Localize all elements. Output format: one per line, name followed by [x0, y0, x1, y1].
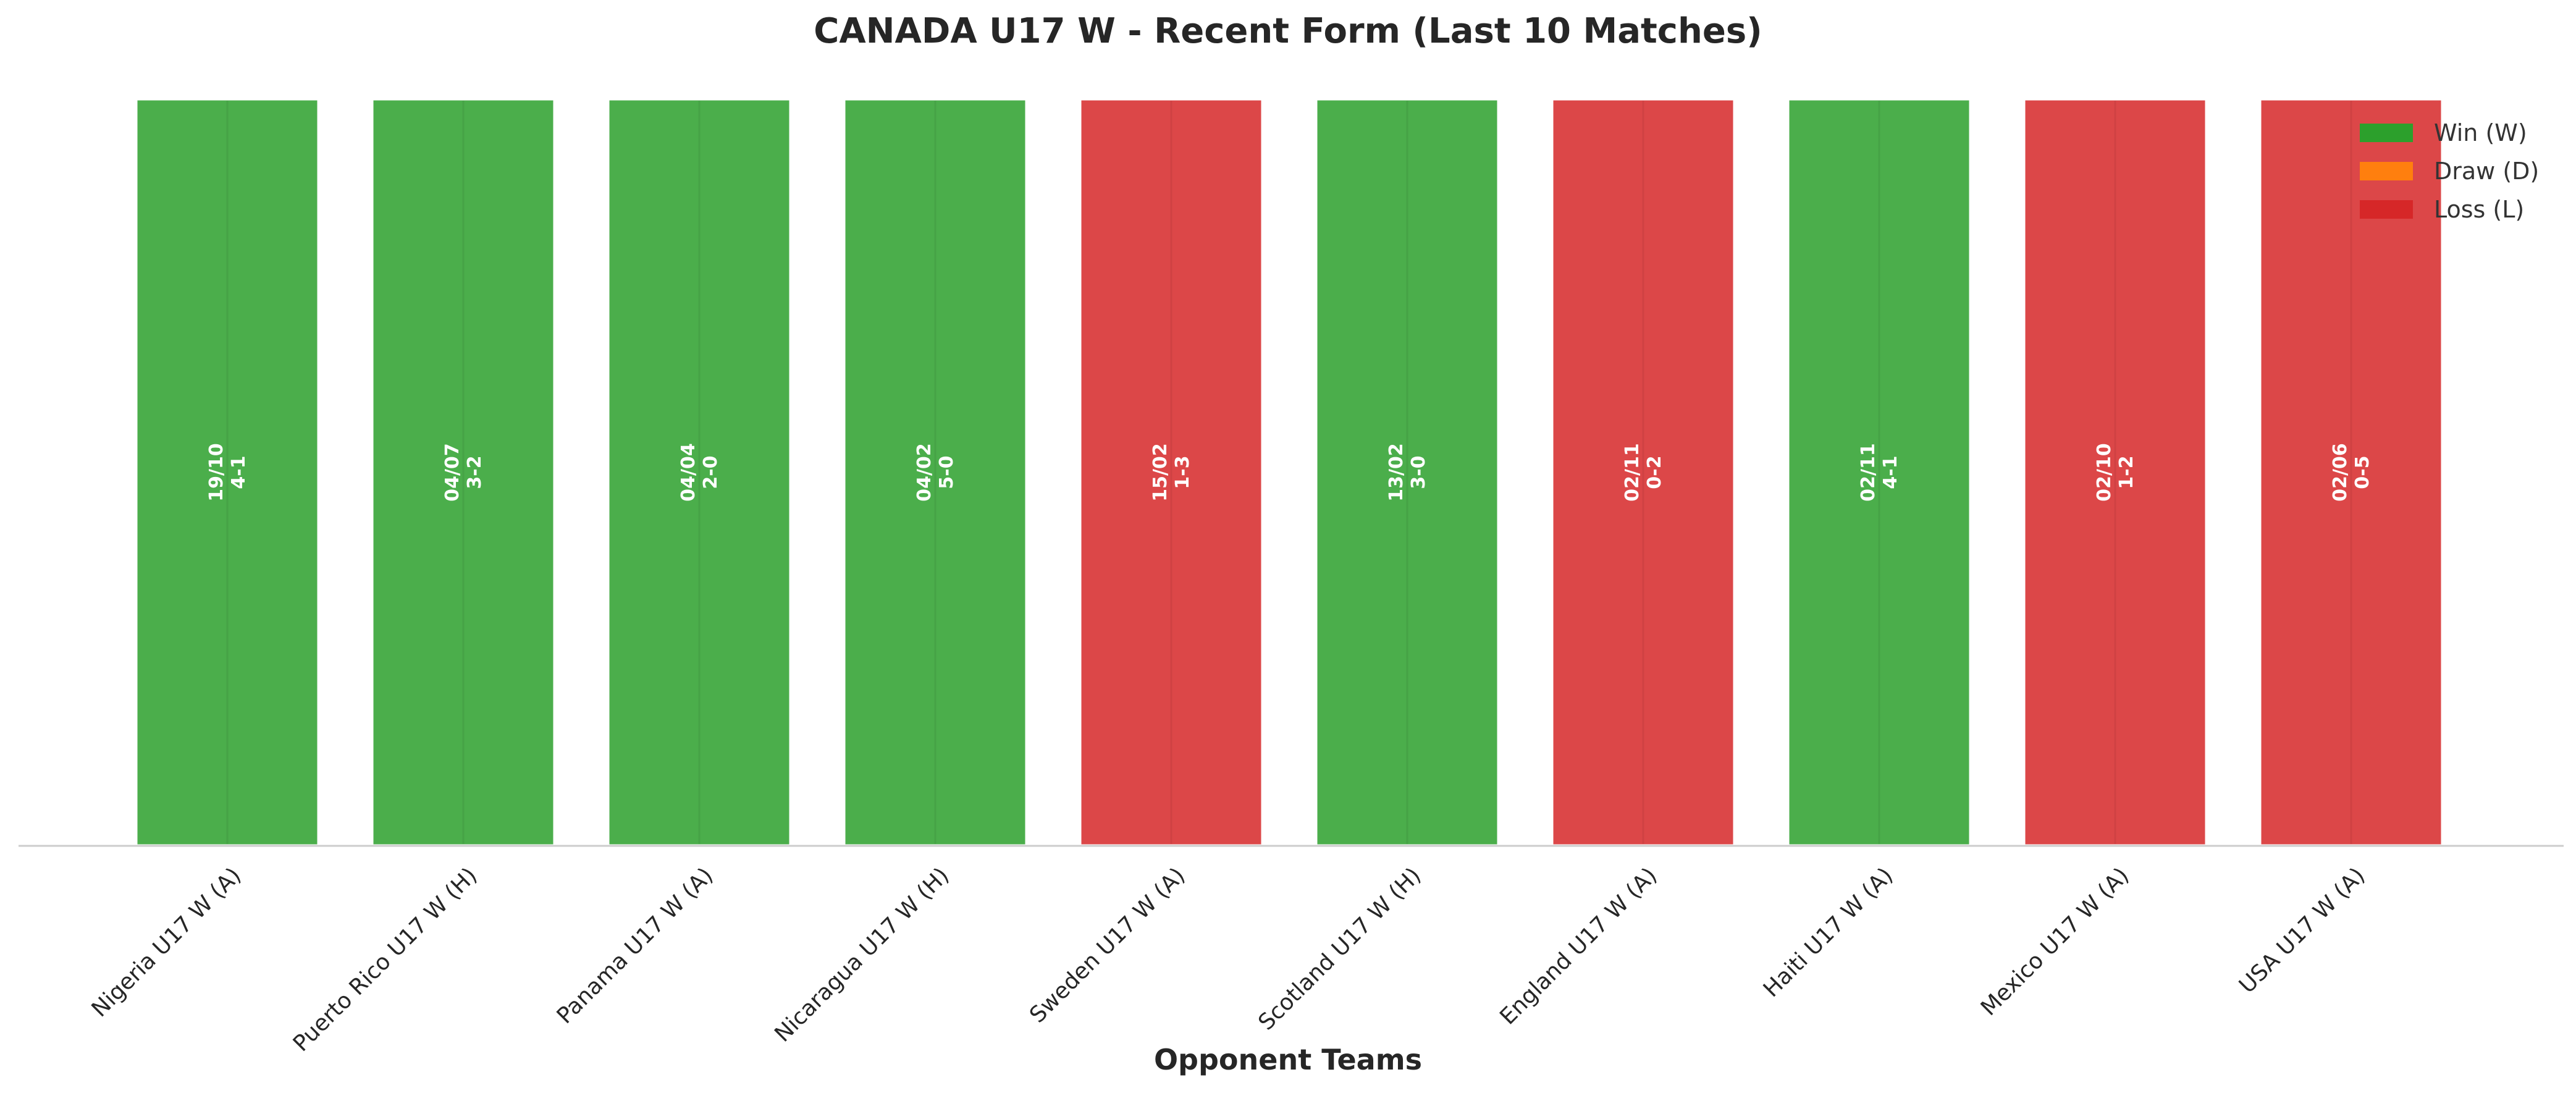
bar-score-7: 0-2: [1644, 455, 1665, 489]
legend-swatch-loss: [2360, 200, 2413, 219]
bar-6: [1314, 97, 1501, 848]
bar-date-1: 19/10: [206, 443, 227, 501]
legend-swatch-draw: [2360, 162, 2413, 180]
bar-8: [1786, 97, 1972, 848]
bar-date-6: 13/02: [1386, 443, 1407, 501]
x-tick-label-6: Scotland U17 W (H): [1253, 863, 1426, 1035]
x-tick-label-5: Sweden U17 W (A): [1025, 863, 1190, 1028]
bar-7: [1550, 97, 1736, 848]
bar-score-3: 2-0: [700, 455, 722, 489]
bar-date-9: 02/10: [2094, 443, 2115, 501]
bar-label-9: 02/101-2: [2094, 443, 2137, 501]
bar-1: [134, 97, 321, 848]
bar-label-2: 04/073-2: [442, 443, 486, 501]
bar-label-10: 02/060-5: [2330, 443, 2373, 501]
bar-score-2: 3-2: [464, 455, 486, 489]
bar-5: [1078, 97, 1265, 848]
bar-label-7: 02/110-2: [1622, 443, 1665, 501]
x-tick-label-3: Panama U17 W (A): [552, 863, 718, 1029]
bar-label-3: 04/042-0: [678, 443, 722, 501]
bar-date-10: 02/06: [2330, 443, 2351, 501]
x-tick-label-1: Nigeria U17 W (A): [87, 863, 246, 1022]
bar-3: [606, 97, 793, 848]
bar-label-5: 15/021-3: [1150, 443, 1193, 501]
bar-score-4: 5-0: [936, 455, 958, 489]
legend: Win (W) Draw (D) Loss (L): [2360, 114, 2539, 229]
x-tick-label-7: England U17 W (A): [1495, 863, 1662, 1029]
legend-item-loss: Loss (L): [2360, 190, 2539, 229]
bar-9: [2022, 97, 2208, 848]
bar-label-4: 04/025-0: [914, 443, 958, 501]
bar-label-8: 02/114-1: [1858, 443, 1901, 501]
legend-swatch-win: [2360, 124, 2413, 142]
bar-2: [370, 97, 557, 848]
bar-score-8: 4-1: [1880, 455, 1901, 489]
bar-label-1: 19/104-1: [206, 443, 250, 501]
x-tick-label-8: Haiti U17 W (A): [1759, 863, 1898, 1002]
x-tick-label-9: Mexico U17 W (A): [1976, 863, 2134, 1021]
legend-label-draw: Draw (D): [2434, 158, 2540, 185]
bar-score-6: 3-0: [1408, 455, 1429, 489]
x-tick-label-4: Nicaragua U17 W (H): [770, 863, 954, 1047]
bar-date-2: 04/07: [442, 443, 463, 501]
bar-score-9: 1-2: [2116, 455, 2137, 489]
bar-date-8: 02/11: [1858, 443, 1879, 501]
bar-score-1: 4-1: [228, 455, 250, 489]
bar-10: [2258, 97, 2444, 848]
bar-date-4: 04/02: [914, 443, 935, 501]
x-axis-label: Opponent Teams: [1153, 1043, 1423, 1076]
bar-score-10: 0-5: [2352, 455, 2373, 489]
x-tick-label-10: USA U17 W (A): [2234, 863, 2370, 998]
bars-layer: 19/104-1 04/073-2 04/042-0 04/025-0 15/021-3…: [134, 97, 2444, 848]
x-tick-label-2: Puerto Rico U17 W (H): [288, 863, 482, 1057]
bar-4: [842, 97, 1029, 848]
x-tick-labels: Nigeria U17 W (A) Puerto Rico U17 W (H) Pa…: [87, 863, 2370, 1057]
bar-label-6: 13/023-0: [1386, 443, 1429, 501]
legend-label-loss: Loss (L): [2434, 196, 2525, 223]
legend-item-win: Win (W): [2360, 114, 2539, 152]
bar-score-5: 1-3: [1172, 455, 1193, 489]
legend-item-draw: Draw (D): [2360, 152, 2539, 190]
bar-date-3: 04/04: [678, 443, 699, 501]
chart-title: CANADA U17 W - Recent Form (Last 10 Matc…: [814, 11, 1762, 51]
bar-date-7: 02/11: [1622, 443, 1643, 501]
bar-date-5: 15/02: [1150, 443, 1171, 501]
legend-label-win: Win (W): [2434, 119, 2527, 146]
